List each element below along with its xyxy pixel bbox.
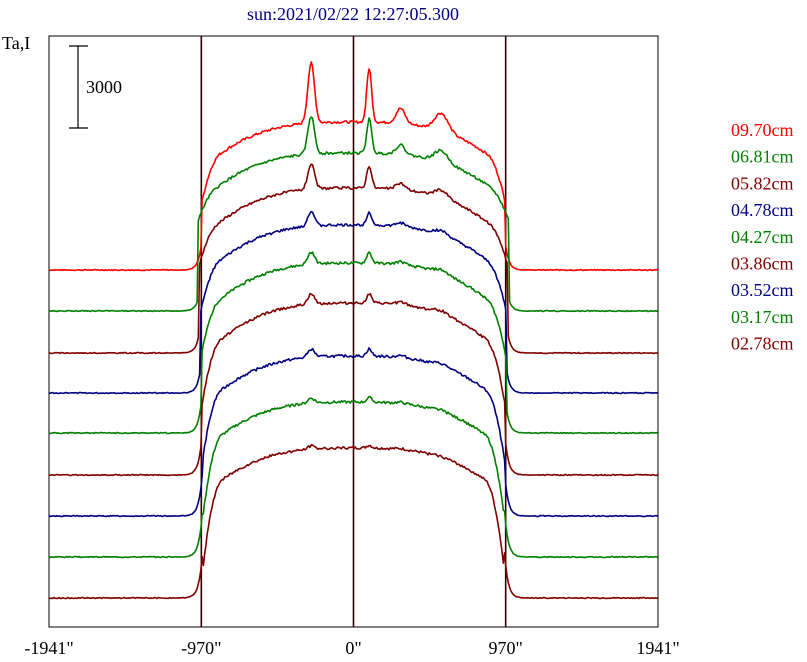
scale-bar-label: 3000	[86, 77, 122, 97]
y-axis-label: Ta,I	[2, 33, 30, 53]
legend-item: 02.78cm	[731, 334, 794, 354]
vertical-reference-lines	[200, 36, 507, 627]
legend-item: 04.78cm	[731, 200, 794, 220]
series-line	[48, 163, 658, 355]
x-tick-labels: -1941" -970" 0" 970" 1941"	[24, 638, 679, 658]
legend-item: 05.82cm	[731, 173, 794, 193]
series-line	[48, 61, 658, 272]
series-line	[48, 116, 658, 313]
legend-item: 06.81cm	[731, 147, 794, 167]
x-tick-label: -1941"	[24, 638, 73, 658]
legend: 09.70cm 06.81cm 05.82cm 04.78cm 04.27cm 03.86…	[731, 120, 794, 354]
x-tick-label: 0"	[345, 638, 361, 658]
legend-item: 03.52cm	[731, 280, 794, 300]
series-line	[48, 251, 659, 435]
x-tick-label: 1941"	[636, 638, 679, 658]
x-tick-label: 970"	[488, 638, 522, 658]
series-curves	[48, 61, 659, 600]
x-tick-label: -970"	[181, 638, 221, 658]
legend-item: 03.86cm	[731, 254, 794, 274]
series-line	[48, 292, 658, 477]
legend-item: 04.27cm	[731, 227, 794, 247]
series-line	[48, 347, 659, 518]
legend-item: 09.70cm	[731, 120, 794, 140]
series-line	[48, 395, 659, 559]
scale-bar: 3000	[69, 45, 122, 129]
series-line	[48, 210, 658, 395]
chart-title: sun:2021/02/22 12:27:05.300	[247, 4, 459, 24]
legend-item: 03.17cm	[731, 307, 794, 327]
series-line	[48, 443, 658, 600]
